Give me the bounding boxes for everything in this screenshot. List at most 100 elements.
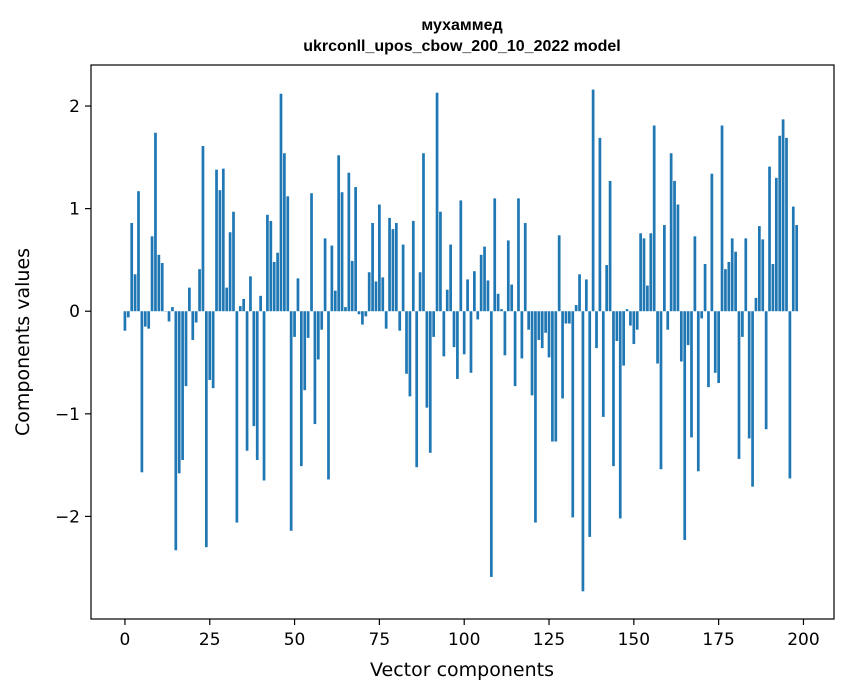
- bar-183: [744, 238, 747, 311]
- bar-36: [246, 311, 249, 451]
- bar-51: [297, 278, 300, 311]
- bar-149: [629, 311, 632, 325]
- bar-62: [334, 291, 337, 312]
- bar-105: [480, 255, 483, 311]
- bar-166: [687, 311, 690, 345]
- bar-139: [595, 311, 598, 348]
- bar-55: [310, 193, 313, 311]
- bar-132: [571, 311, 574, 517]
- bar-188: [761, 239, 764, 311]
- bar-18: [185, 311, 188, 386]
- bar-123: [541, 311, 544, 348]
- bar-57: [317, 311, 320, 359]
- bar-39: [256, 311, 259, 460]
- bar-118: [524, 223, 527, 311]
- bar-97: [453, 311, 456, 347]
- bar-177: [724, 269, 727, 311]
- bar-110: [497, 294, 500, 311]
- bar-151: [636, 311, 639, 329]
- bar-71: [364, 311, 367, 316]
- bar-31: [229, 232, 232, 311]
- bar-93: [439, 212, 442, 312]
- x-tick-label-100: 100: [448, 630, 480, 650]
- y-tick-label-2: 2: [69, 97, 80, 117]
- bar-86: [415, 311, 418, 467]
- bar-194: [782, 119, 785, 311]
- bar-30: [225, 288, 228, 312]
- bar-178: [727, 262, 730, 311]
- x-tick-label-150: 150: [618, 630, 650, 650]
- bar-37: [249, 276, 252, 311]
- bar-152: [639, 233, 642, 311]
- bar-182: [741, 311, 744, 337]
- bar-170: [700, 311, 703, 318]
- bar-27: [215, 170, 218, 312]
- bar-112: [504, 311, 507, 355]
- bar-140: [599, 138, 602, 311]
- bar-80: [395, 223, 398, 311]
- bar-0: [124, 311, 127, 330]
- bar-58: [320, 311, 323, 329]
- bar-54: [307, 311, 310, 338]
- bar-21: [195, 311, 198, 322]
- bar-59: [324, 238, 327, 311]
- bar-6: [144, 311, 147, 326]
- bar-106: [483, 247, 486, 312]
- bar-88: [422, 153, 425, 311]
- bar-96: [449, 245, 452, 312]
- bar-135: [582, 311, 585, 591]
- bar-157: [656, 311, 659, 363]
- x-tick-label-200: 200: [787, 630, 819, 650]
- bar-74: [375, 281, 378, 311]
- bar-161: [670, 153, 673, 311]
- bar-73: [371, 223, 374, 311]
- bar-84: [409, 311, 412, 396]
- bar-20: [191, 311, 194, 340]
- bar-94: [442, 311, 445, 356]
- bar-107: [487, 280, 490, 311]
- bar-35: [242, 299, 245, 311]
- bar-29: [222, 169, 225, 312]
- bar-98: [456, 311, 459, 379]
- bar-87: [419, 272, 422, 311]
- bar-121: [534, 311, 537, 522]
- bar-143: [609, 181, 612, 311]
- x-axis-label: Vector components: [370, 659, 554, 681]
- bar-154: [646, 286, 649, 312]
- bar-22: [198, 269, 201, 311]
- chart-title-line2: ukrconll_upos_cbow_200_10_2022 model: [303, 38, 620, 55]
- bar-111: [500, 309, 503, 311]
- bar-104: [476, 311, 479, 319]
- bar-169: [697, 311, 700, 471]
- x-tick-label-50: 50: [284, 630, 306, 650]
- bar-184: [748, 311, 751, 438]
- bar-175: [717, 311, 720, 383]
- bar-44: [273, 262, 276, 311]
- bar-11: [161, 263, 164, 311]
- bar-5: [141, 311, 144, 472]
- bar-1: [127, 311, 130, 317]
- bar-168: [694, 236, 697, 311]
- bar-179: [731, 238, 734, 311]
- bar-193: [778, 136, 781, 311]
- bar-192: [775, 178, 778, 311]
- bar-187: [758, 226, 761, 311]
- bar-38: [252, 311, 255, 426]
- bar-8: [151, 236, 154, 311]
- bar-163: [677, 205, 680, 312]
- bar-2: [130, 223, 133, 311]
- bar-142: [605, 265, 608, 311]
- bar-130: [565, 311, 568, 323]
- bar-23: [202, 146, 205, 311]
- bar-91: [432, 311, 435, 337]
- bar-69: [358, 311, 361, 314]
- bar-113: [507, 240, 510, 311]
- bar-174: [714, 311, 717, 373]
- bar-198: [795, 225, 798, 311]
- x-tick-label-125: 125: [533, 630, 565, 650]
- bar-133: [575, 305, 578, 311]
- bar-60: [327, 311, 330, 479]
- bar-49: [290, 311, 293, 531]
- bar-45: [276, 253, 279, 311]
